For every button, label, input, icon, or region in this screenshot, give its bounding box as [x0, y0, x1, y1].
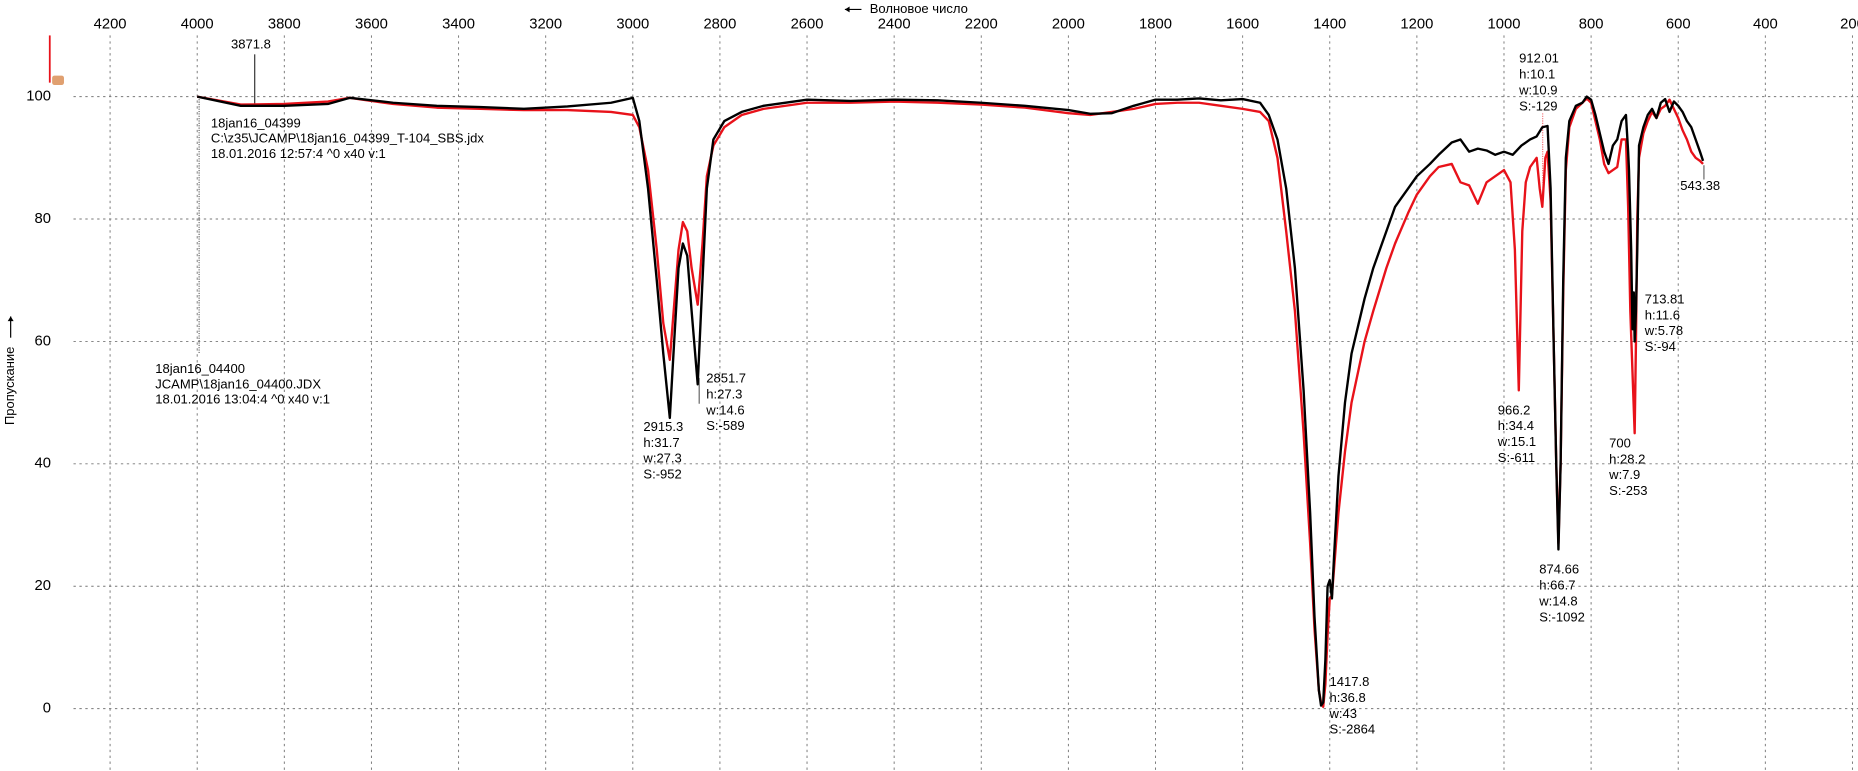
x-tick-label: 200	[1840, 17, 1858, 33]
peak-label: S:-253	[1609, 483, 1647, 498]
peak-label: 966.2	[1498, 402, 1531, 417]
peak-label: S:-611	[1498, 450, 1535, 465]
y-tick-label: 80	[34, 211, 50, 227]
spectrum-line	[196, 95, 1704, 708]
peak-label: S:-94	[1645, 339, 1676, 354]
series-label: 18.01.2016 12:57:4 ^0 x40 v:1	[211, 146, 386, 161]
curves	[196, 95, 1705, 708]
x-tick-label: 3800	[268, 17, 301, 33]
y-axis-arrow-head	[7, 316, 14, 322]
x-tick-label: 1400	[1313, 17, 1346, 33]
x-tick-label: 2400	[878, 17, 911, 33]
peak-label: h:31.7	[643, 435, 679, 450]
peak-label: S:-129	[1519, 98, 1557, 113]
x-tick-label: 4200	[94, 17, 127, 33]
x-tick-label: 3600	[355, 17, 388, 33]
peak-label: w:10.9	[1518, 82, 1557, 97]
peak-label: S:-1092	[1539, 610, 1585, 625]
x-tick-label: 600	[1666, 17, 1691, 33]
peak-label: 3871.8	[231, 36, 271, 51]
peak-label: w:43	[1329, 706, 1358, 721]
peak-label: w:7.9	[1608, 467, 1640, 482]
spectrum-line	[196, 95, 1705, 707]
series-label: C:\z35\JCAMP\18jan16_04399_T-104_SBS.jdx	[211, 131, 484, 146]
y-axis-title-group: Пропускание	[2, 316, 17, 425]
peak-label: S:-952	[643, 467, 681, 482]
x-tick-label: 3000	[616, 17, 649, 33]
peak-label: w:27.3	[642, 451, 681, 466]
x-tick-label: 3400	[442, 17, 475, 33]
y-tick-label: 60	[34, 333, 50, 349]
x-tick-label: 800	[1579, 17, 1604, 33]
series-label: 18jan16_04400	[155, 361, 245, 376]
peak-label: 700	[1609, 435, 1631, 450]
x-tick-label: 3200	[529, 17, 562, 33]
x-tick-label: 2800	[703, 17, 736, 33]
peak-label: h:10.1	[1519, 66, 1555, 81]
peak-label: h:27.3	[706, 386, 742, 401]
series-label: 18.01.2016 13:04:4 ^0 x40 v:1	[155, 392, 330, 407]
peak-label: 874.66	[1539, 562, 1579, 577]
peak-label: w:14.8	[1538, 594, 1577, 609]
peak-label: w:14.6	[705, 402, 744, 417]
peak-label: 2851.7	[706, 370, 746, 385]
x-tick-label: 2000	[1052, 17, 1085, 33]
x-tick-label: 1800	[1139, 17, 1172, 33]
cursor-icon	[52, 75, 64, 86]
y-tick-label: 0	[43, 701, 51, 717]
peak-label: h:28.2	[1609, 451, 1645, 466]
peak-label: h:34.4	[1498, 418, 1534, 433]
x-tick-label: 1000	[1488, 17, 1521, 33]
peak-label: 2915.3	[643, 419, 683, 434]
y-tick-label: 100	[26, 89, 51, 105]
peak-label: h:36.8	[1330, 690, 1366, 705]
peak-label: S:-2864	[1330, 722, 1376, 737]
peak-label: 713.81	[1645, 291, 1685, 306]
grid: 4200 4000 3800 3600 3400 3200 3000 2800 2600 2400…	[26, 17, 1858, 771]
peak-label: 543.38	[1680, 178, 1720, 193]
x-tick-label: 2200	[965, 17, 998, 33]
y-tick-label: 20	[34, 578, 50, 594]
x-tick-label: 400	[1753, 17, 1778, 33]
peak-label: h:11.6	[1645, 307, 1680, 322]
series-label: JCAMP\18jan16_04400.JDX	[155, 376, 321, 391]
y-axis-title: Пропускание	[2, 347, 17, 425]
x-tick-label: 1200	[1400, 17, 1433, 33]
x-tick-label: 1600	[1226, 17, 1259, 33]
peak-label: S:-589	[706, 418, 744, 433]
x-axis-arrow-head	[844, 6, 850, 13]
x-tick-label: 4000	[181, 17, 214, 33]
series-label: 18jan16_04399	[211, 115, 301, 130]
x-tick-label: 2600	[791, 17, 824, 33]
peak-label: 1417.8	[1330, 674, 1370, 689]
y-tick-label: 40	[34, 456, 50, 472]
peak-label: w:15.1	[1497, 434, 1536, 449]
peak-label: h:66.7	[1539, 578, 1575, 593]
peak-label: 912.01	[1519, 50, 1559, 65]
peak-label: w:5.78	[1644, 323, 1683, 338]
x-axis-title: Волновое число	[870, 1, 968, 16]
labels: 18jan16_04399C:\z35\JCAMP\18jan16_04399_…	[155, 36, 1720, 736]
